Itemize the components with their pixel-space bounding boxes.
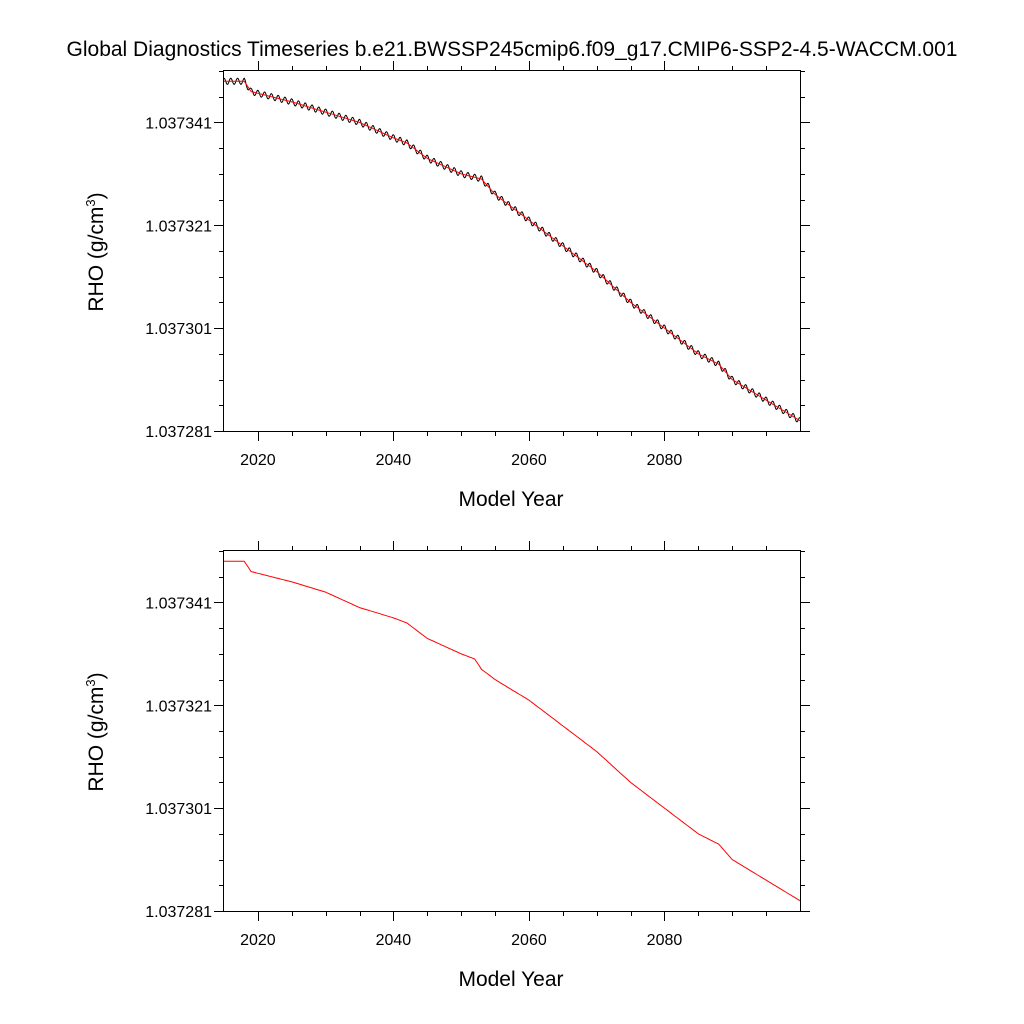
- chart-panel-top: 2020 2040 2060 2080 1.037281 1.037301 1.037321…: [83, 61, 810, 511]
- y-tick-label: 1.037321: [145, 698, 212, 715]
- plot-frame: [223, 550, 801, 912]
- series-line-annual: [224, 560, 801, 902]
- figure-title: Global Diagnostics Timeseries b.e21.BWSS…: [67, 38, 958, 61]
- y-axis-label-main: RHO (g/cm: [85, 207, 108, 312]
- x-tick-label: 2060: [511, 932, 547, 949]
- x-axis-label: Model Year: [458, 968, 563, 991]
- y-axis-label: RHO (g/cm3): [83, 192, 108, 311]
- x-tick-label: 2080: [647, 452, 683, 469]
- x-tick-label: 2020: [240, 932, 276, 949]
- x-tick-label: 2040: [376, 932, 412, 949]
- chart-panel-bottom: 2020 2040 2060 2080 1.037281 1.037301 1.037321…: [83, 541, 810, 991]
- y-axis-label-close: ): [85, 192, 108, 199]
- y-tick-label: 1.037281: [145, 424, 212, 441]
- y-tick-label: 1.037301: [145, 801, 212, 818]
- plot-lines: [223, 77, 801, 423]
- y-tick-label: 1.037321: [145, 218, 212, 235]
- y-tick-label: 1.037281: [145, 904, 212, 921]
- axis-ticks: 2020 2040 2060 2080 1.037281 1.037301 1.037321…: [145, 61, 810, 469]
- axis-ticks: 2020 2040 2060 2080 1.037281 1.037301 1.037321…: [145, 541, 810, 949]
- x-tick-label: 2060: [511, 452, 547, 469]
- y-tick-label: 1.037341: [145, 595, 212, 612]
- y-axis-label-superscript: 3: [83, 679, 98, 686]
- x-tick-label: 2040: [376, 452, 412, 469]
- y-tick-label: 1.037341: [145, 115, 212, 132]
- plot-frame: [223, 70, 801, 432]
- x-axis-label: Model Year: [458, 488, 563, 511]
- x-tick-label: 2080: [647, 932, 683, 949]
- y-axis-label-superscript: 3: [83, 199, 98, 206]
- x-tick-label: 2020: [240, 452, 276, 469]
- series-line-annual: [224, 80, 801, 422]
- y-tick-label: 1.037301: [145, 321, 212, 338]
- series-line-monthly: [223, 77, 801, 423]
- plot-lines: [224, 560, 801, 902]
- y-axis-label: RHO (g/cm3): [83, 672, 108, 791]
- y-axis-label-close: ): [85, 672, 108, 679]
- y-axis-label-main: RHO (g/cm: [85, 687, 108, 792]
